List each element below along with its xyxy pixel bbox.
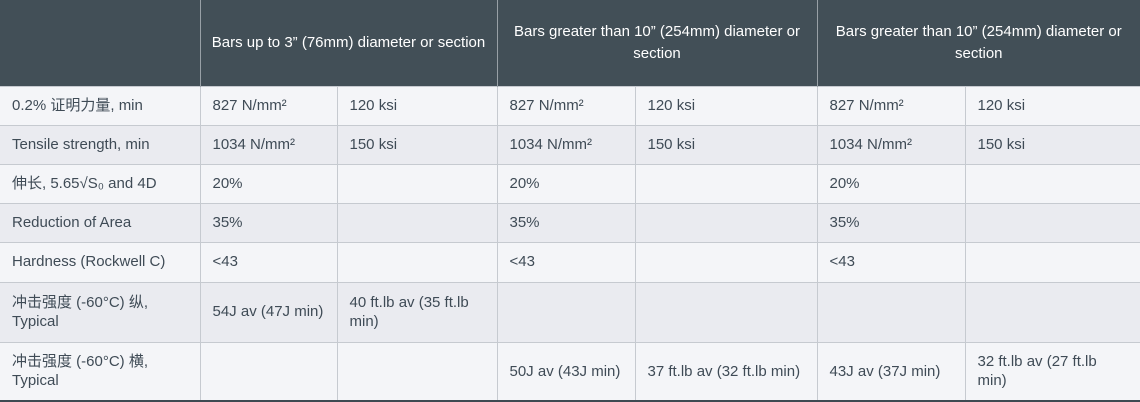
table-cell: 54J av (47J min): [199, 281, 337, 342]
table-row-impact-longitudinal: 冲击强度 (-60°C) 纵, Typical 54J av (47J min)…: [0, 281, 1140, 342]
table-cell: <43: [496, 241, 635, 282]
table-cell: 37 ft.lb av (32 ft.lb min): [634, 341, 817, 401]
table-row-impact-transverse: 冲击强度 (-60°C) 横, Typical 50J av (43J min)…: [0, 341, 1140, 401]
table-row-reduction-of-area: Reduction of Area 35% 35% 35%: [0, 202, 1140, 242]
table-cell: 827 N/mm²: [496, 85, 635, 125]
table-row-proof-strength: 0.2% 证明力量, min 827 N/mm² 120 ksi 827 N/m…: [0, 85, 1140, 125]
table-cell: 35%: [496, 202, 635, 242]
header-group-bars-greater-10in-a: Bars greater than 10” (254mm) diameter o…: [496, 0, 817, 86]
table-cell: [964, 163, 1140, 203]
table-cell: [634, 281, 817, 342]
row-label: 冲击强度 (-60°C) 横, Typical: [0, 341, 200, 401]
table-cell: 35%: [816, 202, 965, 242]
table-cell: [634, 202, 817, 242]
row-label: Hardness (Rockwell C): [0, 241, 200, 282]
table-cell: [634, 163, 817, 203]
row-label: Tensile strength, min: [0, 124, 200, 164]
table-cell: [496, 281, 635, 342]
table-row-elongation: 伸长, 5.65√S₀ and 4D 20% 20% 20%: [0, 163, 1140, 203]
table-cell: [634, 241, 817, 282]
table-cell: [964, 241, 1140, 282]
table-cell: [816, 281, 965, 342]
table-cell: 150 ksi: [634, 124, 817, 164]
table-cell: [336, 163, 497, 203]
row-label: 伸长, 5.65√S₀ and 4D: [0, 163, 200, 203]
table-cell: 50J av (43J min): [496, 341, 635, 401]
table-cell: 120 ksi: [964, 85, 1140, 125]
table-cell: 20%: [816, 163, 965, 203]
header-group-bars-up-to-3in: Bars up to 3” (76mm) diameter or section: [199, 0, 497, 86]
table-cell: 827 N/mm²: [199, 85, 337, 125]
table-cell: [336, 241, 497, 282]
table-cell: 1034 N/mm²: [816, 124, 965, 164]
table-cell: [964, 202, 1140, 242]
table-row-hardness: Hardness (Rockwell C) <43 <43 <43: [0, 241, 1140, 282]
table-cell: 1034 N/mm²: [496, 124, 635, 164]
table-cell: [336, 341, 497, 401]
table-cell: [199, 341, 337, 401]
table-row-tensile-strength: Tensile strength, min 1034 N/mm² 150 ksi…: [0, 124, 1140, 164]
table-cell: 32 ft.lb av (27 ft.lb min): [964, 341, 1140, 401]
table-cell: 120 ksi: [634, 85, 817, 125]
row-label: 0.2% 证明力量, min: [0, 85, 200, 125]
table-cell: 43J av (37J min): [816, 341, 965, 401]
table-cell: [964, 281, 1140, 342]
table-cell: 20%: [496, 163, 635, 203]
table-cell: 20%: [199, 163, 337, 203]
table-cell: [336, 202, 497, 242]
table-cell: <43: [816, 241, 965, 282]
table-cell: 120 ksi: [336, 85, 497, 125]
table-cell: 827 N/mm²: [816, 85, 965, 125]
table-cell: 35%: [199, 202, 337, 242]
table-cell: 1034 N/mm²: [199, 124, 337, 164]
row-label: 冲击强度 (-60°C) 纵, Typical: [0, 281, 200, 342]
header-corner-cell: [0, 0, 200, 86]
table-cell: 150 ksi: [336, 124, 497, 164]
row-label: Reduction of Area: [0, 202, 200, 242]
table-cell: 150 ksi: [964, 124, 1140, 164]
header-row: Bars up to 3” (76mm) diameter or section…: [0, 0, 1140, 86]
header-group-bars-greater-10in-b: Bars greater than 10” (254mm) diameter o…: [816, 0, 1140, 86]
table-cell: 40 ft.lb av (35 ft.lb min): [336, 281, 497, 342]
table-cell: <43: [199, 241, 337, 282]
